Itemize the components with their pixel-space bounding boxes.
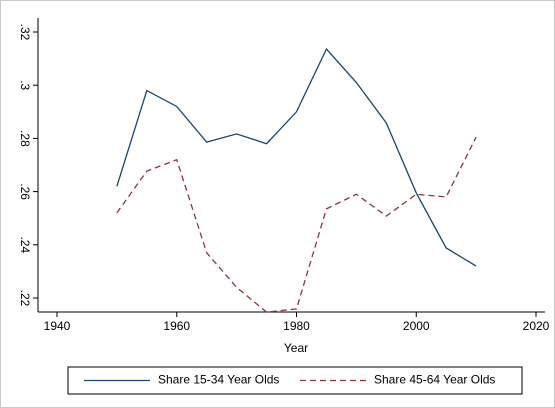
series-line (116, 136, 477, 313)
legend-label: Share 45-64 Year Olds (374, 373, 495, 387)
y-tick-label: .32 (18, 24, 32, 41)
legend-label: Share 15-34 Year Olds (158, 373, 279, 387)
x-tick-label: 2020 (523, 319, 550, 333)
plot-area (38, 18, 545, 312)
y-tick-label: .26 (18, 183, 32, 200)
y-tick-label: .24 (18, 236, 32, 253)
y-tick-label: .3 (18, 80, 32, 90)
x-tick-label: 2000 (403, 319, 430, 333)
x-tick-label: 1980 (283, 319, 310, 333)
y-tick-label: .22 (18, 290, 32, 307)
y-tick-label: .28 (18, 130, 32, 147)
x-tick-label: 1960 (163, 319, 190, 333)
series-line (116, 47, 477, 267)
x-axis-label: Year (284, 341, 308, 355)
x-tick-label: 1940 (44, 319, 71, 333)
